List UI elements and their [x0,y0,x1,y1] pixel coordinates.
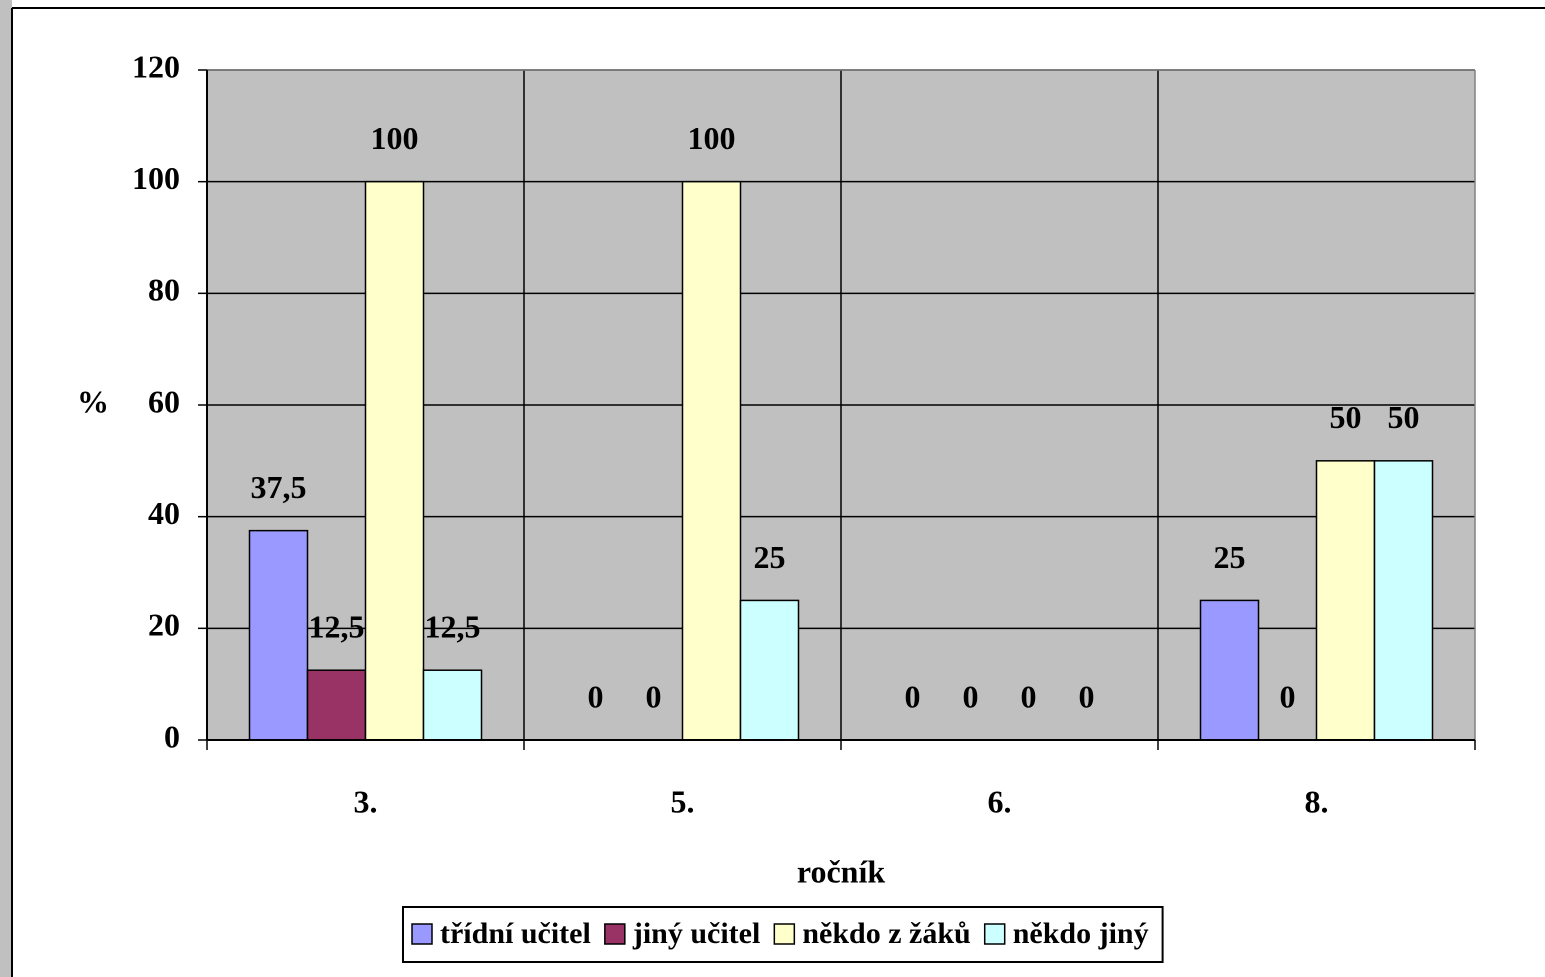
value-label: 0 [1280,678,1296,714]
bar [681,180,742,741]
value-label: 100 [371,120,419,156]
y-tick-label: 20 [148,607,180,643]
x-tick-label: 3. [354,783,378,819]
x-axis-label: ročník [797,853,886,889]
x-tick-label: 5. [671,783,695,819]
y-tick-label: 100 [132,160,180,196]
x-tick-label: 8. [1305,783,1329,819]
bar [1373,460,1434,741]
legend-label: jiný učitel [632,917,761,950]
value-label: 25 [754,539,786,575]
bar [306,669,367,741]
x-tick-label: 6. [988,783,1012,819]
y-tick-label: 40 [148,495,180,531]
bar [364,180,425,741]
value-label: 0 [963,678,979,714]
value-label: 12,5 [425,609,481,645]
bar [1315,460,1376,741]
value-label: 0 [588,678,604,714]
legend-label: někdo z žáků [802,917,970,950]
y-tick-label: 80 [148,272,180,308]
value-label: 50 [1330,399,1362,435]
bar [1199,599,1260,741]
value-label: 100 [688,120,736,156]
value-label: 37,5 [251,469,307,505]
value-label: 25 [1214,539,1246,575]
value-label: 0 [646,678,662,714]
legend-label: třídní učitel [440,917,591,950]
bar [422,669,483,741]
value-label: 0 [1079,678,1095,714]
value-label: 0 [905,678,921,714]
value-label: 50 [1388,399,1420,435]
value-label: 0 [1021,678,1037,714]
frame-edge [0,0,12,977]
legend-swatch [604,923,626,945]
legend-swatch [773,923,796,945]
legend-swatch [411,923,433,945]
y-tick-label: 120 [132,48,180,84]
bar [739,599,800,741]
bar [248,529,309,741]
value-label: 12,5 [309,609,365,645]
legend-swatch [983,923,1006,945]
y-tick-label: 0 [164,718,180,754]
y-tick-label: 60 [148,383,180,419]
y-axis-label: % [77,383,109,419]
legend-label: někdo jiný [1013,917,1149,950]
